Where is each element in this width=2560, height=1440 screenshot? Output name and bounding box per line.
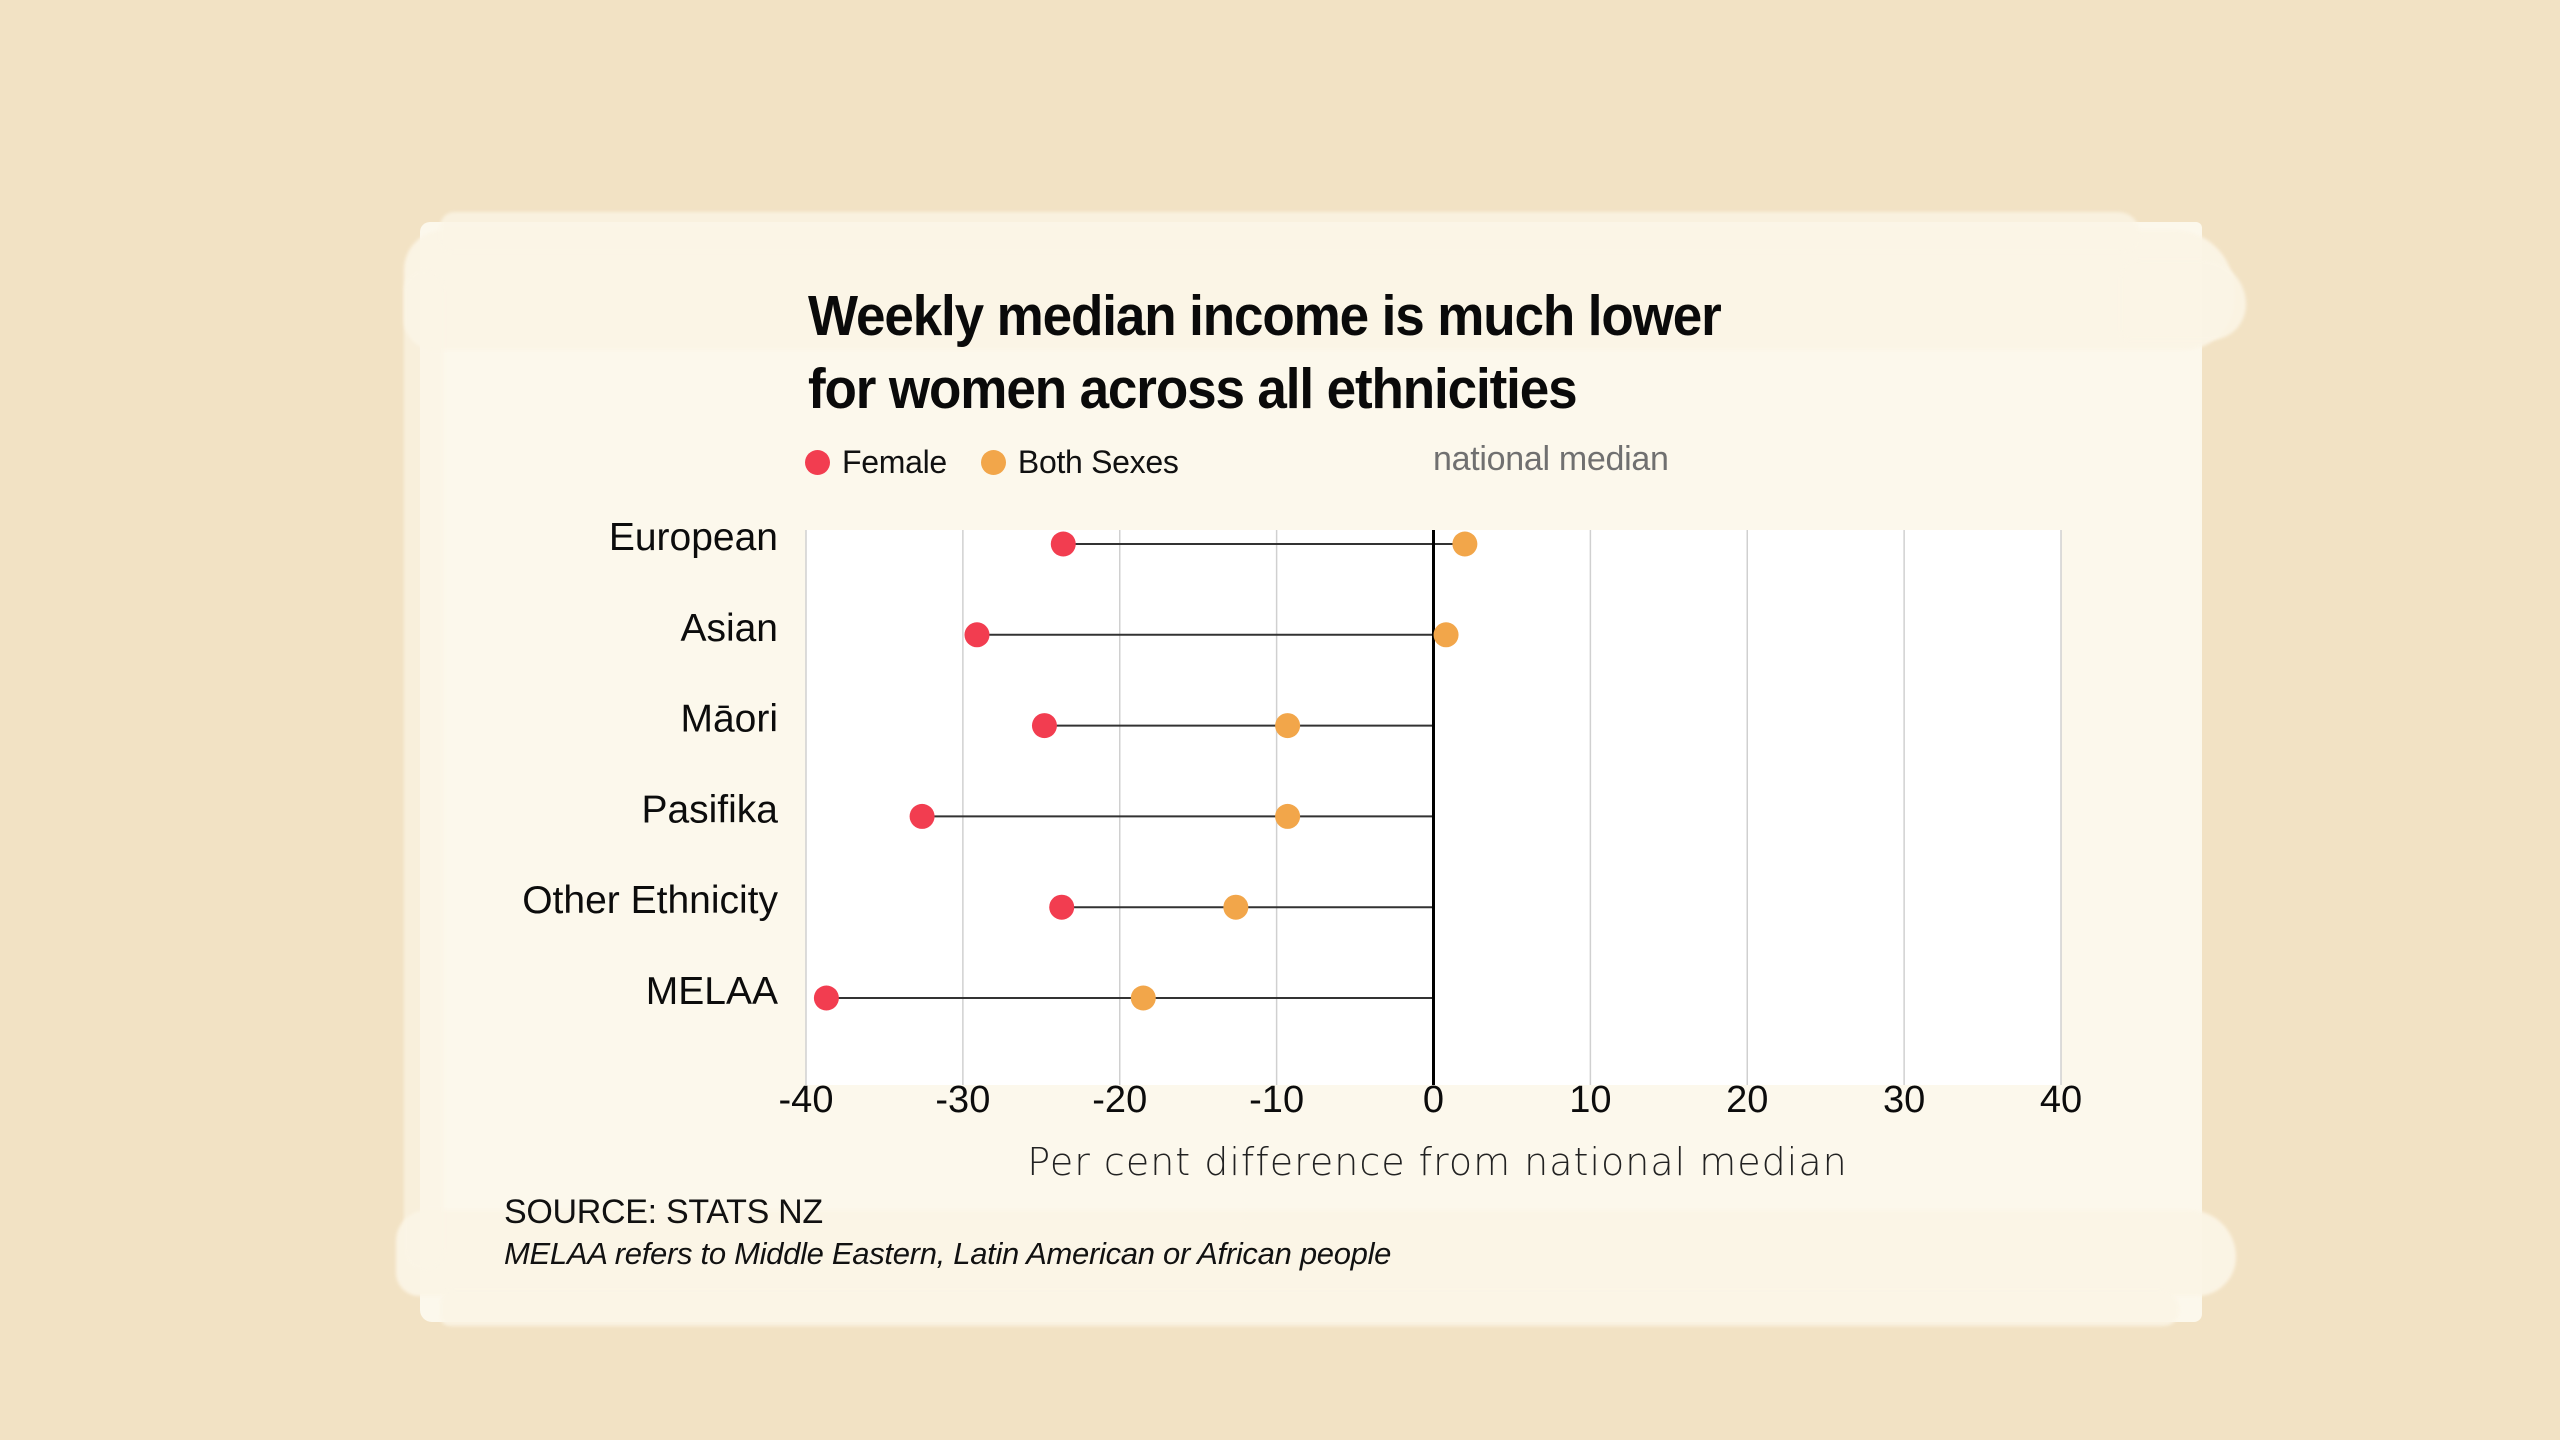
legend-label-both-sexes: Both Sexes (1017, 443, 1179, 480)
x-tick-label: -30 (935, 1079, 990, 1121)
dot-both-sexes-maori (1275, 713, 1301, 739)
brush-stroke-bottom (396, 1210, 2236, 1296)
brush-stroke-bottom-edge (440, 1290, 2180, 1326)
legend: Female Both Sexes (805, 442, 1213, 482)
dot-female-maori (1031, 713, 1057, 739)
dot-both-sexes-asian (1433, 622, 1459, 648)
legend-item-both-sexes: Both Sexes (980, 443, 1179, 481)
category-label-other-ethnicity: Other Ethnicity (522, 879, 778, 922)
dot-both-sexes-european (1452, 531, 1478, 557)
x-tick-labels: -40 -30 -20 -10 0 10 20 30 40 (779, 1079, 2083, 1121)
dot-female-pasifika (909, 803, 935, 829)
dot-female-melaa (813, 985, 839, 1011)
chart-title: Weekly median income is much lower for w… (808, 280, 1924, 426)
dot-both-sexes-pasifika (1275, 803, 1301, 829)
category-label-maori: Māori (680, 698, 778, 741)
national-median-label: national median (1433, 440, 1669, 478)
gridlines (805, 530, 2062, 1085)
x-tick-label: 0 (1423, 1079, 1444, 1121)
legend-dot-female-icon (805, 449, 830, 475)
brush-stroke-top-edge (440, 212, 2140, 252)
connectors (826, 543, 1465, 999)
x-tick-label: -10 (1249, 1079, 1304, 1121)
dot-both-sexes-other-ethnicity (1223, 894, 1249, 920)
x-tick-label: 10 (1569, 1079, 1611, 1121)
dot-female-european (1050, 531, 1076, 557)
brush-stroke-left (404, 270, 444, 1270)
brush-stroke-top-right (2120, 260, 2246, 340)
footnote-text: MELAA refers to Middle Eastern, Latin Am… (504, 1236, 1392, 1271)
x-tick-label: 30 (1883, 1079, 1925, 1121)
x-tick-label: -20 (1092, 1079, 1147, 1121)
x-axis-title: Per cent difference from national median (1027, 1140, 1847, 1184)
x-tick-label: -40 (779, 1079, 834, 1121)
chart-title-line-2: for women across all ethnicities (808, 357, 1578, 421)
legend-item-female: Female (805, 444, 947, 481)
legend-dot-both-sexes-icon (980, 449, 1006, 475)
source-text: SOURCE: STATS NZ (504, 1193, 823, 1231)
dot-both-sexes-melaa (1130, 985, 1156, 1011)
category-label-european: European (609, 516, 778, 559)
category-label-pasifika: Pasifika (641, 788, 778, 831)
dot-female-asian (964, 622, 990, 648)
category-labels: European Asian Māori Pasifika Other Ethnicit… (522, 516, 778, 1013)
category-label-asian: Asian (680, 607, 778, 650)
dot-female-other-ethnicity (1049, 894, 1075, 920)
legend-label-female: Female (842, 443, 947, 480)
category-label-melaa: MELAA (646, 970, 778, 1013)
x-tick-label: 40 (2040, 1079, 2082, 1121)
x-tick-label: 20 (1726, 1079, 1768, 1121)
data-points (813, 531, 1478, 1011)
chart-title-line-1: Weekly median income is much lower (808, 284, 1722, 348)
